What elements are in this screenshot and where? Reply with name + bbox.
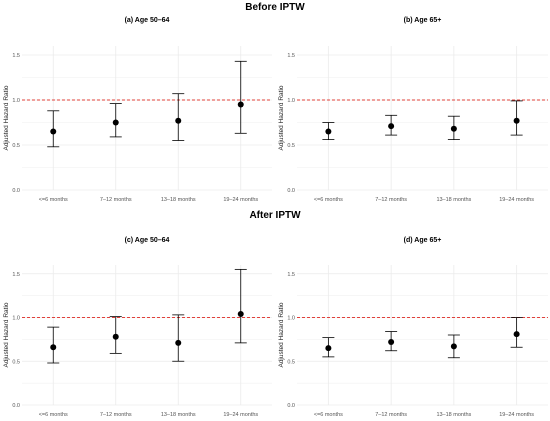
x-tick-label: 7–12 months xyxy=(100,412,132,418)
x-tick-label: 7–12 months xyxy=(375,412,407,418)
section-title-after: After IPTW xyxy=(249,210,301,221)
y-tick-label: 1.5 xyxy=(287,53,295,59)
y-tick-label: 1.0 xyxy=(12,316,20,322)
y-tick-label: 0.0 xyxy=(287,403,295,409)
y-tick-label: 1.5 xyxy=(287,272,295,278)
y-tick-label: 0.0 xyxy=(12,403,20,409)
data-point xyxy=(50,344,57,351)
x-tick-label: 7–12 months xyxy=(100,197,132,203)
x-tick-label: 19–24 months xyxy=(499,197,534,203)
y-axis-label: Adjusted Hazard Ratio xyxy=(278,85,285,150)
panel-title: (b) Age 65+ xyxy=(404,17,442,24)
x-tick-label: <=6 months xyxy=(314,197,343,203)
data-point xyxy=(388,123,395,130)
data-point xyxy=(325,345,332,352)
y-tick-label: 0.5 xyxy=(287,359,295,365)
x-tick-label: <=6 months xyxy=(39,412,68,418)
x-tick-label: 13–18 months xyxy=(436,412,471,418)
x-tick-label: <=6 months xyxy=(39,197,68,203)
y-tick-label: 0.5 xyxy=(12,359,20,365)
data-point xyxy=(450,343,457,350)
data-point xyxy=(388,339,395,345)
y-tick-label: 1.5 xyxy=(12,53,20,59)
panel-title: (a) Age 50–64 xyxy=(125,17,170,24)
panel-1: (a) Age 50–64 Adjusted Hazard Ratio 0.0 0.5… xyxy=(3,17,272,203)
panel-4: (d) Age 65+ Adjusted Hazard Ratio 0.0 0.5 1.… xyxy=(278,237,548,418)
y-axis-label: Adjusted Hazard Ratio xyxy=(3,85,10,150)
y-tick-label: 1.5 xyxy=(12,272,20,278)
x-tick-label: 13–18 months xyxy=(161,197,196,203)
y-tick-label: 1.0 xyxy=(287,98,295,104)
x-tick-label: 13–18 months xyxy=(436,197,471,203)
data-point xyxy=(175,117,182,124)
y-axis-label: Adjusted Hazard Ratio xyxy=(278,302,285,367)
x-tick-label: 19–24 months xyxy=(223,197,258,203)
y-tick-label: 1.0 xyxy=(287,316,295,322)
data-point xyxy=(112,119,119,126)
data-point xyxy=(50,128,57,135)
y-tick-label: 0.0 xyxy=(12,188,20,194)
y-tick-label: 0.5 xyxy=(12,143,20,149)
data-point xyxy=(513,117,520,124)
y-tick-label: 1.0 xyxy=(12,98,20,104)
panel-2: (b) Age 65+ Adjusted Hazard Ratio 0.0 0.5 1.… xyxy=(278,17,548,203)
panel-title: (c) Age 50–64 xyxy=(125,237,170,244)
data-point xyxy=(450,125,457,132)
y-tick-label: 0.0 xyxy=(287,188,295,194)
section-title-before: Before IPTW xyxy=(245,2,305,13)
x-tick-label: 19–24 months xyxy=(223,412,258,418)
data-point xyxy=(513,331,520,338)
x-tick-label: 7–12 months xyxy=(375,197,407,203)
panel-title: (d) Age 65+ xyxy=(404,237,442,244)
y-axis-label: Adjusted Hazard Ratio xyxy=(3,302,10,367)
data-point xyxy=(237,311,244,317)
y-tick-label: 0.5 xyxy=(287,143,295,149)
data-point xyxy=(112,333,119,340)
x-tick-label: 13–18 months xyxy=(161,412,196,418)
x-tick-label: 19–24 months xyxy=(499,412,534,418)
data-point xyxy=(325,128,332,135)
data-point xyxy=(175,339,182,346)
x-tick-label: <=6 months xyxy=(314,412,343,418)
panel-3: (c) Age 50–64 Adjusted Hazard Ratio 0.0 0.5… xyxy=(3,237,272,418)
data-point xyxy=(237,101,244,108)
